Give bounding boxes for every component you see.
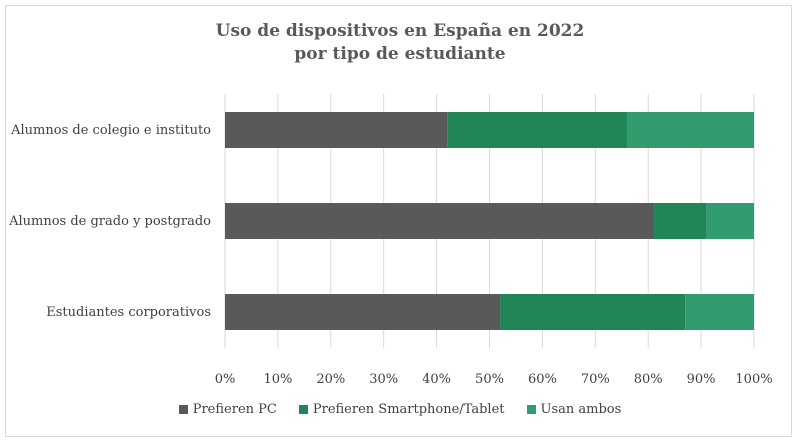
legend-swatch <box>178 405 188 414</box>
bar-segment <box>225 294 501 330</box>
legend-swatch <box>298 405 308 414</box>
bar-segment <box>500 294 686 330</box>
chart-title: Uso de dispositivos en España en 2022 po… <box>0 20 800 66</box>
category-label: Estudiantes corporativos <box>46 305 211 320</box>
legend: Prefieren PC Prefieren Smartphone/Tablet U… <box>0 402 800 417</box>
category-label: Alumnos de colegio e instituto <box>10 123 211 138</box>
legend-item: Prefieren Smartphone/Tablet <box>298 402 505 417</box>
chart-title-line-2: por tipo de estudiante <box>294 44 506 64</box>
x-tick-label: 30% <box>369 372 398 387</box>
x-tick-label: 40% <box>422 372 451 387</box>
bar-segment <box>225 112 448 148</box>
x-tick-labels: 0% 10% 20% 30% 40% 50% 60% 70% 80% 90% 100% <box>215 372 773 387</box>
legend-label: Prefieren Smartphone/Tablet <box>312 402 505 417</box>
x-tick-label: 60% <box>528 372 557 387</box>
category-label: Alumnos de grado y postgrado <box>8 214 211 229</box>
bar-segment <box>685 294 754 330</box>
bar-segment <box>627 112 754 148</box>
legend-item: Usan ambos <box>526 402 622 417</box>
chart-title-line-1: Uso de dispositivos en España en 2022 <box>215 21 585 41</box>
x-tick-label: 100% <box>735 372 772 387</box>
legend-label: Prefieren PC <box>192 402 277 417</box>
legend-swatch <box>526 405 536 414</box>
bar-segment <box>447 112 628 148</box>
bar-segment <box>706 203 754 239</box>
bar-segment <box>653 203 707 239</box>
x-tick-label: 80% <box>634 372 663 387</box>
x-tick-label: 50% <box>475 372 504 387</box>
x-tick-label: 70% <box>581 372 610 387</box>
legend-label: Usan ambos <box>540 402 622 417</box>
category-labels: Alumnos de colegio e instituto Alumnos de… <box>8 123 211 320</box>
bars <box>225 112 754 330</box>
x-tick-label: 90% <box>687 372 716 387</box>
x-tick-label: 0% <box>215 372 236 387</box>
x-tick-label: 10% <box>263 372 292 387</box>
legend-item: Prefieren PC <box>178 402 277 417</box>
bar-segment <box>225 203 654 239</box>
x-tick-label: 20% <box>316 372 345 387</box>
